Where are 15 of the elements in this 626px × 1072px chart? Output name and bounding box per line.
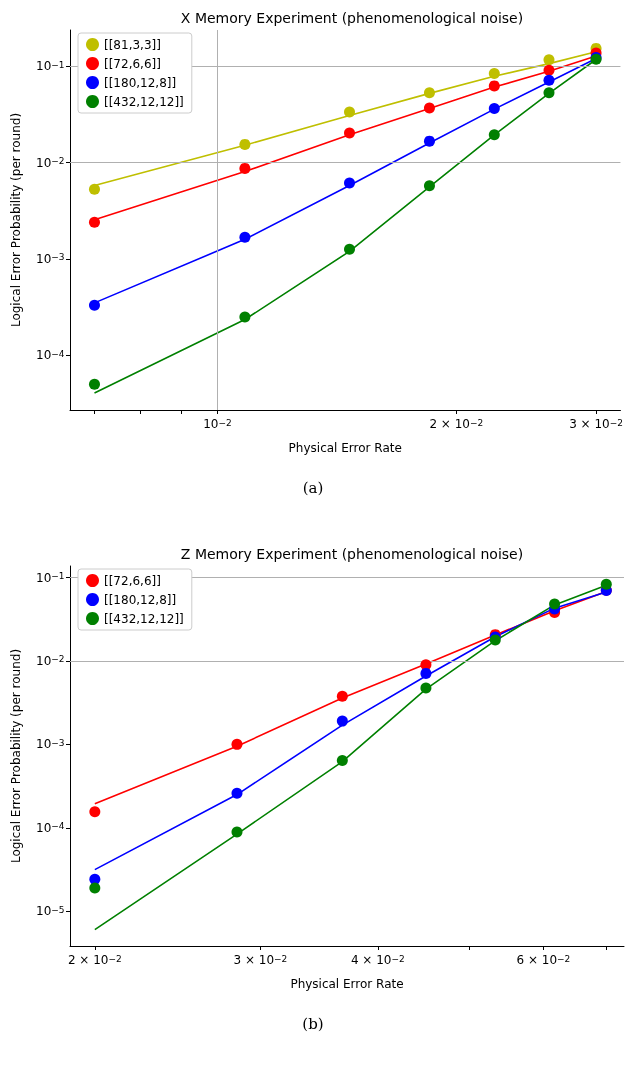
text: (a) — [302, 478, 324, 497]
chart-title: Z Memory Experiment (phenomenological noise) — [180, 546, 524, 562]
x-axis-title: Physical Error Rate — [290, 977, 404, 991]
y-axis-title: Logical Error Probability (per round) — [9, 112, 23, 328]
legend-label: [[81,3,3]] — [104, 37, 161, 52]
legend-label: [[72,6,6]] — [104, 573, 161, 588]
legend-label: [[180,12,8]] — [104, 592, 177, 607]
chart-title: X Memory Experiment (phenomenological noise) — [180, 10, 524, 26]
text: (b) — [302, 1014, 324, 1033]
x-axis-title: Physical Error Rate — [288, 441, 402, 455]
y-axis-title: Logical Error Probability (per round) — [9, 648, 23, 864]
legend-label: [[432,12,12]] — [104, 611, 184, 626]
legend-label: [[180,12,8]] — [104, 75, 177, 90]
legend-label: [[72,6,6]] — [104, 56, 161, 71]
legend-label: [[432,12,12]] — [104, 94, 184, 109]
